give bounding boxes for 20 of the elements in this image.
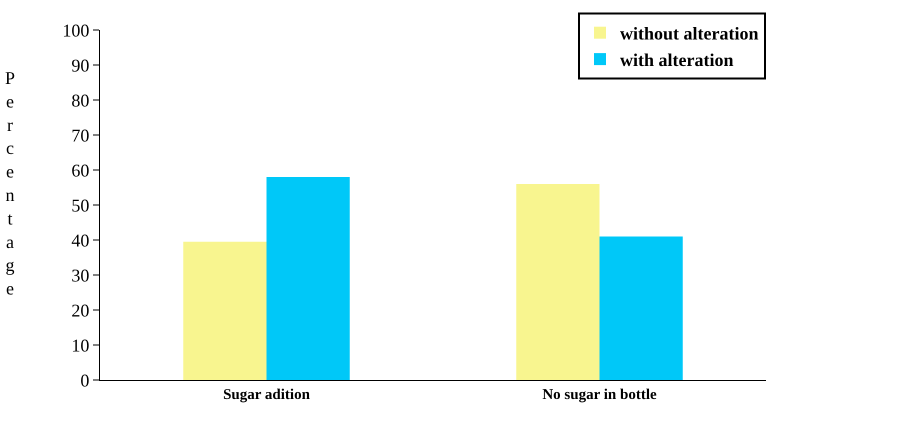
legend-label: with alteration bbox=[620, 50, 734, 70]
y-tick-label: 10 bbox=[71, 335, 90, 356]
legend-label: without alteration bbox=[620, 24, 758, 44]
y-tick-label: 30 bbox=[71, 265, 90, 286]
y-tick-label: 70 bbox=[71, 125, 90, 146]
text: Percentage bbox=[5, 68, 16, 299]
x-tick-label: No sugar in bottle bbox=[542, 387, 657, 403]
y-tick-label: 60 bbox=[71, 160, 90, 180]
bar bbox=[600, 236, 683, 380]
y-tick-label: 50 bbox=[71, 195, 90, 216]
y-tick-label: 80 bbox=[71, 90, 90, 110]
y-tick-label: 40 bbox=[71, 230, 90, 250]
y-tick-label: 100 bbox=[62, 20, 90, 40]
bar bbox=[266, 177, 350, 380]
x-tick-label: Sugar adition bbox=[223, 387, 311, 403]
y-tick-label: 20 bbox=[71, 300, 90, 320]
bar bbox=[183, 242, 266, 380]
bar bbox=[516, 184, 600, 380]
y-tick-label: 0 bbox=[80, 370, 90, 390]
y-tick-label: 90 bbox=[71, 55, 90, 76]
